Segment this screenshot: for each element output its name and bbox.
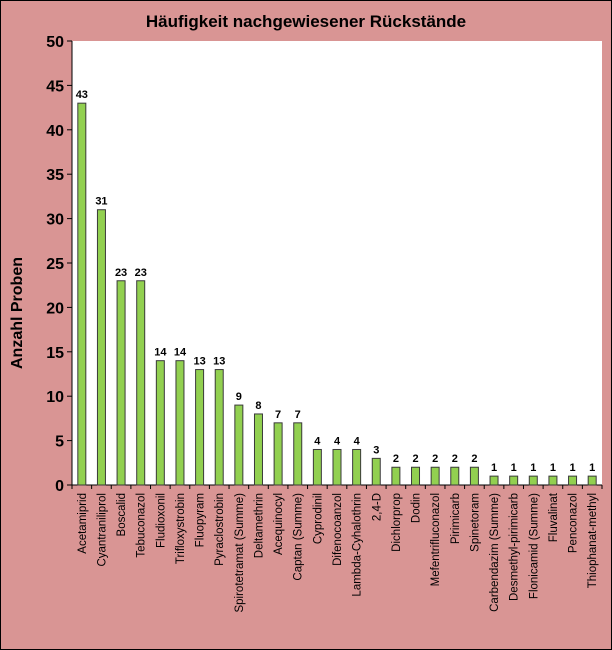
data-label: 14 — [154, 347, 167, 359]
bar — [430, 466, 440, 486]
data-label: 13 — [193, 356, 205, 368]
x-tick-label: Fludioxonil — [155, 493, 167, 548]
y-tick-label: 10 — [46, 389, 64, 406]
x-tick-label: 2,4-D — [371, 493, 383, 521]
y-tick-label: 5 — [55, 434, 64, 451]
x-tick-label: Pirimicarb — [450, 493, 462, 544]
x-tick-label: Mefentrifluconazol — [430, 493, 442, 586]
x-tick-label: Captan (Summe) — [293, 493, 305, 581]
x-tick-label: Acequinocyl — [273, 493, 285, 555]
data-label: 1 — [530, 462, 536, 474]
chart-title: Häufigkeit nachgewiesener Rückstände — [146, 12, 466, 31]
data-label: 8 — [255, 400, 261, 412]
x-tick-label: Cyprodinil — [312, 493, 324, 544]
x-tick-label: Spinetoram — [469, 493, 481, 552]
bar — [528, 475, 538, 486]
bar — [391, 466, 401, 486]
bar — [273, 422, 283, 486]
data-label: 1 — [550, 462, 556, 474]
data-label: 7 — [295, 409, 301, 421]
bar — [469, 466, 479, 486]
plot-area — [72, 41, 602, 485]
data-label: 1 — [511, 462, 517, 474]
x-tick-label: Dichlorprop — [391, 493, 403, 552]
data-label: 2 — [452, 453, 458, 465]
x-tick-label: Trifloxystrobin — [175, 493, 187, 564]
x-tick-label: Flonicamid (Summe) — [528, 493, 540, 599]
data-label: 4 — [314, 435, 321, 447]
bar — [332, 448, 342, 486]
data-label: 2 — [471, 453, 477, 465]
x-tick-label: Pyraclostrobin — [214, 493, 226, 566]
bar — [450, 466, 460, 486]
y-axis-label: Anzahl Proben — [9, 257, 26, 369]
data-label: 7 — [275, 409, 281, 421]
data-label: 1 — [589, 462, 595, 474]
bar — [312, 448, 322, 486]
x-tick-label: Tebuconazol — [136, 493, 148, 558]
bar — [293, 422, 303, 486]
x-tick-label: Difenocoanzol — [332, 493, 344, 566]
x-tick-label: Dodin — [411, 493, 423, 523]
data-label: 1 — [491, 462, 497, 474]
x-tick-label: Deltamethrin — [253, 493, 265, 558]
data-label: 4 — [334, 435, 341, 447]
bar — [136, 280, 146, 486]
bar — [371, 457, 381, 486]
y-tick-label: 25 — [46, 256, 64, 273]
bar — [77, 102, 87, 486]
bar — [411, 466, 421, 486]
data-label: 23 — [115, 267, 127, 279]
x-tick-label: Thiophanat-methyl — [587, 493, 599, 588]
x-tick-label: Fluopyram — [195, 493, 207, 547]
bar — [548, 475, 558, 486]
bar — [234, 404, 244, 486]
bar — [253, 413, 263, 486]
bar — [116, 280, 126, 486]
x-tick-label: Fluvalinat — [548, 492, 560, 542]
data-label: 2 — [412, 453, 418, 465]
x-tick-label: Acetamiprid — [77, 493, 89, 554]
data-label: 9 — [236, 391, 242, 403]
data-label: 2 — [393, 453, 399, 465]
bar — [509, 475, 519, 486]
data-label: 23 — [135, 267, 147, 279]
y-tick-label: 40 — [46, 123, 64, 140]
data-label: 43 — [76, 89, 88, 101]
x-tick-label: Boscalid — [116, 493, 128, 536]
bar — [587, 475, 597, 486]
y-tick-label: 45 — [46, 78, 64, 95]
data-label: 1 — [569, 462, 575, 474]
data-label: 13 — [213, 356, 225, 368]
x-tick-label: Desmethyl-pirimicarb — [509, 493, 521, 601]
data-label: 14 — [174, 347, 187, 359]
x-tick-label: Spirotetramat (Summe) — [234, 493, 246, 613]
data-label: 4 — [354, 435, 361, 447]
bar — [214, 369, 224, 486]
y-tick-label: 15 — [46, 345, 64, 362]
x-tick-label: Penconazol — [568, 493, 580, 553]
y-tick-label: 35 — [46, 167, 64, 184]
bar — [195, 369, 205, 486]
x-tick-label: Lambda-Cyhalothrin — [352, 493, 364, 597]
bar — [489, 475, 499, 486]
data-label: 31 — [95, 196, 107, 208]
y-tick-label: 50 — [46, 34, 64, 51]
data-label: 2 — [432, 453, 438, 465]
bar — [96, 209, 106, 486]
x-tick-label: Carbendazim (Summe) — [489, 493, 501, 612]
y-tick-label: 0 — [55, 478, 64, 495]
bar — [155, 360, 165, 486]
x-tick-label: Cyantraniliprol — [96, 493, 108, 567]
bar — [568, 475, 578, 486]
bar — [352, 448, 362, 486]
data-label: 3 — [373, 444, 379, 456]
y-tick-label: 30 — [46, 212, 64, 229]
bar — [175, 360, 185, 486]
y-tick-label: 20 — [46, 300, 64, 317]
